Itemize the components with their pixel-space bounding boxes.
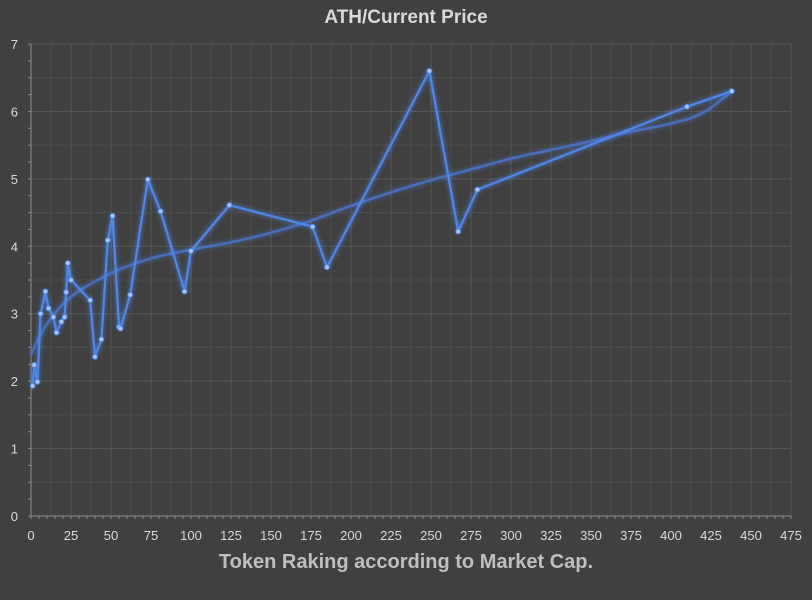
axes: 0 25 50 75 100 125 150 175 200 225 250 275 300 325 350… (11, 37, 802, 543)
data-point (426, 68, 433, 74)
x-tick-label: 300 (500, 528, 522, 543)
series-layer (29, 68, 735, 389)
x-tick-label: 175 (300, 528, 322, 543)
x-tick-label: 100 (180, 528, 202, 543)
y-tick-label: 2 (11, 374, 18, 389)
y-tick-label: 6 (11, 104, 18, 119)
data-point (61, 314, 68, 320)
y-tick-label: 3 (11, 307, 18, 322)
data-point (45, 305, 52, 312)
grid-lines (30, 43, 792, 517)
x-tick-label: 275 (460, 528, 482, 543)
data-point (144, 176, 151, 183)
x-axis-title: Token Raking according to Market Cap. (218, 551, 594, 573)
x-tick-label: 50 (104, 528, 118, 543)
data-point (63, 289, 70, 296)
data-point (87, 297, 94, 304)
data-point (181, 288, 188, 295)
data-point (92, 353, 98, 360)
y-tick-label: 7 (11, 37, 18, 52)
data-point (50, 314, 57, 320)
trendline (29, 90, 733, 355)
data-point (309, 223, 316, 230)
data-point (37, 310, 44, 317)
x-tick-label: 350 (580, 528, 602, 543)
data-point (226, 202, 233, 209)
data-point (34, 378, 41, 385)
x-tick-label: 250 (420, 528, 442, 543)
x-tick-label: 0 (27, 528, 34, 543)
x-tick-label: 150 (260, 528, 282, 543)
data-point (68, 277, 74, 283)
data-point (104, 237, 111, 244)
data-point (42, 288, 49, 295)
x-tick-label: 425 (700, 528, 722, 543)
x-tick-label: 25 (64, 528, 78, 543)
data-point (29, 382, 36, 389)
y-tick-label: 0 (11, 509, 18, 524)
data-point (728, 88, 735, 95)
data-point (188, 248, 194, 254)
data-point (98, 336, 105, 343)
data-point (455, 228, 462, 235)
x-tick-label: 400 (660, 528, 682, 543)
data-point (31, 362, 38, 368)
x-tick-label: 375 (620, 528, 642, 543)
data-point (474, 186, 481, 193)
data-point (684, 103, 690, 110)
data-point (109, 213, 116, 219)
y-tick-label: 4 (11, 239, 18, 254)
data-point (157, 208, 164, 215)
x-tick-label: 200 (340, 528, 362, 543)
x-tick-label: 75 (144, 528, 158, 543)
trendline-layer (29, 90, 733, 355)
data-point (117, 325, 124, 332)
data-point (127, 291, 134, 298)
data-point (324, 264, 330, 271)
chart-title: ATH/Current Price (324, 7, 488, 28)
data-point (53, 329, 60, 336)
series-line (31, 69, 733, 386)
x-tick-label: 325 (540, 528, 562, 543)
x-tick-label: 475 (780, 528, 802, 543)
data-point (58, 318, 65, 325)
x-tick-label: 225 (380, 528, 402, 543)
data-point (64, 260, 71, 267)
y-tick-label: 5 (11, 172, 18, 187)
y-tick-label: 1 (11, 442, 18, 457)
x-tick-label: 450 (740, 528, 762, 543)
x-tick-label: 125 (220, 528, 242, 543)
